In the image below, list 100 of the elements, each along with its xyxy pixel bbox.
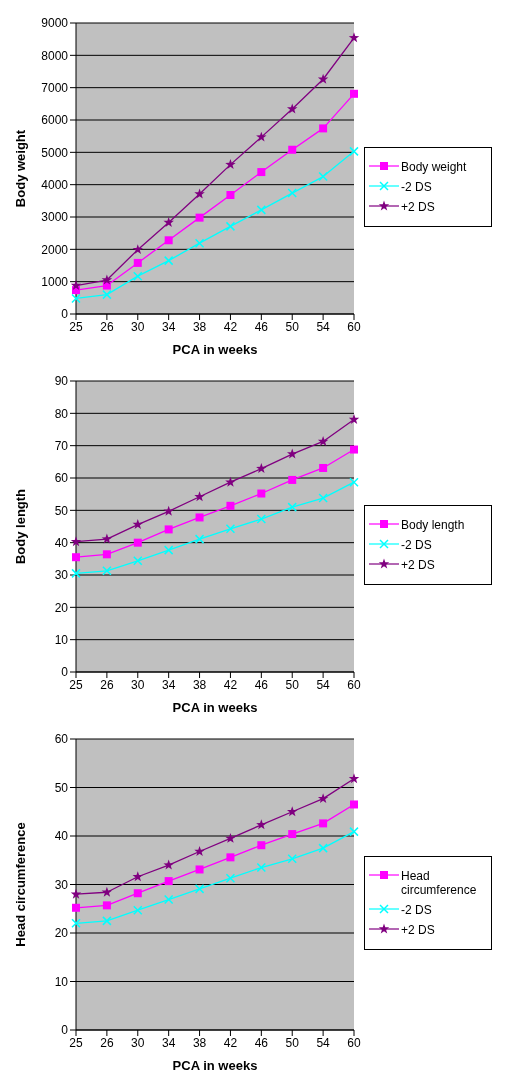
point xyxy=(257,489,266,498)
point xyxy=(72,553,80,562)
point xyxy=(317,73,329,84)
point xyxy=(225,221,236,232)
point xyxy=(286,448,298,459)
point xyxy=(194,846,205,856)
point xyxy=(288,145,297,154)
x-tick-label: 38 xyxy=(192,1035,207,1050)
x-tick-label: 30 xyxy=(131,1035,145,1050)
point xyxy=(226,191,235,200)
point xyxy=(194,188,205,199)
point xyxy=(225,873,236,883)
y-tick-label: 2000 xyxy=(41,242,69,257)
point xyxy=(132,244,144,255)
point xyxy=(318,171,328,182)
point xyxy=(317,793,329,804)
point xyxy=(225,159,236,170)
x-tick-label: 34 xyxy=(161,677,176,692)
point xyxy=(102,916,112,926)
legend-label: Body length xyxy=(401,518,465,532)
point xyxy=(194,491,205,502)
x-tick-label: 25 xyxy=(69,319,83,334)
y-tick-label: 8000 xyxy=(41,48,69,63)
y-tick-label: 80 xyxy=(54,406,69,421)
y-tick-label: 3000 xyxy=(41,210,69,225)
y-tick-label: 9000 xyxy=(41,16,69,31)
point xyxy=(163,545,174,555)
y-axis-title: Body length xyxy=(12,488,28,565)
point xyxy=(133,889,142,898)
legend-label: Head circumference xyxy=(401,869,478,897)
point xyxy=(163,255,174,266)
x-tick-label: 26 xyxy=(100,677,114,692)
point xyxy=(194,884,205,894)
x-tick-label: 50 xyxy=(285,1035,300,1050)
point xyxy=(256,131,267,142)
point xyxy=(287,188,297,198)
legend-label: -2 DS xyxy=(401,538,432,552)
point xyxy=(102,289,112,300)
y-tick-label: 70 xyxy=(54,438,69,453)
y-tick-label: 10 xyxy=(54,974,69,989)
point xyxy=(102,566,112,576)
x-tick-label: 26 xyxy=(100,319,114,334)
legend-label: +2 DS xyxy=(401,558,435,572)
x-tick-label: 38 xyxy=(192,319,207,334)
point xyxy=(256,819,267,830)
y-tick-label: 6000 xyxy=(41,113,69,128)
point xyxy=(256,862,267,873)
point xyxy=(101,533,113,544)
point xyxy=(71,293,81,304)
x-tick-label: 30 xyxy=(131,319,145,334)
point xyxy=(349,146,359,157)
point xyxy=(319,463,328,472)
point xyxy=(133,271,143,281)
x-tick-label: 34 xyxy=(161,319,176,334)
point xyxy=(163,894,174,905)
x-tick-label: 26 xyxy=(100,1035,114,1050)
x-tick-label: 50 xyxy=(285,677,300,692)
x-tick-label: 54 xyxy=(316,677,331,692)
x-axis-title: PCA in weeks xyxy=(172,1058,258,1073)
point xyxy=(225,476,236,487)
point xyxy=(350,89,358,98)
legend-label: +2 DS xyxy=(401,923,435,937)
point xyxy=(164,525,173,534)
point xyxy=(195,865,204,874)
y-tick-label: 0 xyxy=(61,665,69,680)
point xyxy=(194,238,205,248)
x-tick-label: 25 xyxy=(69,1035,83,1050)
y-tick-label: 30 xyxy=(54,877,69,892)
y-tick-label: 1000 xyxy=(41,274,69,289)
point xyxy=(288,830,297,839)
y-tick-label: 10 xyxy=(54,632,69,647)
y-tick-label: 60 xyxy=(54,732,69,747)
point xyxy=(133,556,143,566)
y-tick-label: 30 xyxy=(54,568,69,583)
point xyxy=(319,819,328,828)
y-tick-label: 4000 xyxy=(41,177,69,192)
x-tick-label: 60 xyxy=(347,319,361,334)
point xyxy=(256,463,267,474)
point xyxy=(225,832,236,843)
x-tick-label: 54 xyxy=(316,319,331,334)
point xyxy=(72,903,80,912)
point xyxy=(163,859,174,870)
point xyxy=(319,124,328,133)
point xyxy=(133,905,143,915)
x-tick-label: 30 xyxy=(131,677,145,692)
point xyxy=(348,413,360,424)
x-tick-label: 46 xyxy=(254,319,269,334)
point xyxy=(132,519,144,530)
point xyxy=(164,877,173,886)
point xyxy=(318,493,328,503)
x-tick-label: 60 xyxy=(347,677,361,692)
x-axis-title: PCA in weeks xyxy=(172,700,258,715)
point xyxy=(288,475,297,484)
x-tick-label: 34 xyxy=(161,1035,176,1050)
x-tick-label: 46 xyxy=(254,677,269,692)
point xyxy=(71,918,81,929)
x-tick-label: 42 xyxy=(223,677,238,692)
point xyxy=(349,826,359,837)
point xyxy=(164,236,173,245)
legend-label: -2 DS xyxy=(401,180,432,194)
